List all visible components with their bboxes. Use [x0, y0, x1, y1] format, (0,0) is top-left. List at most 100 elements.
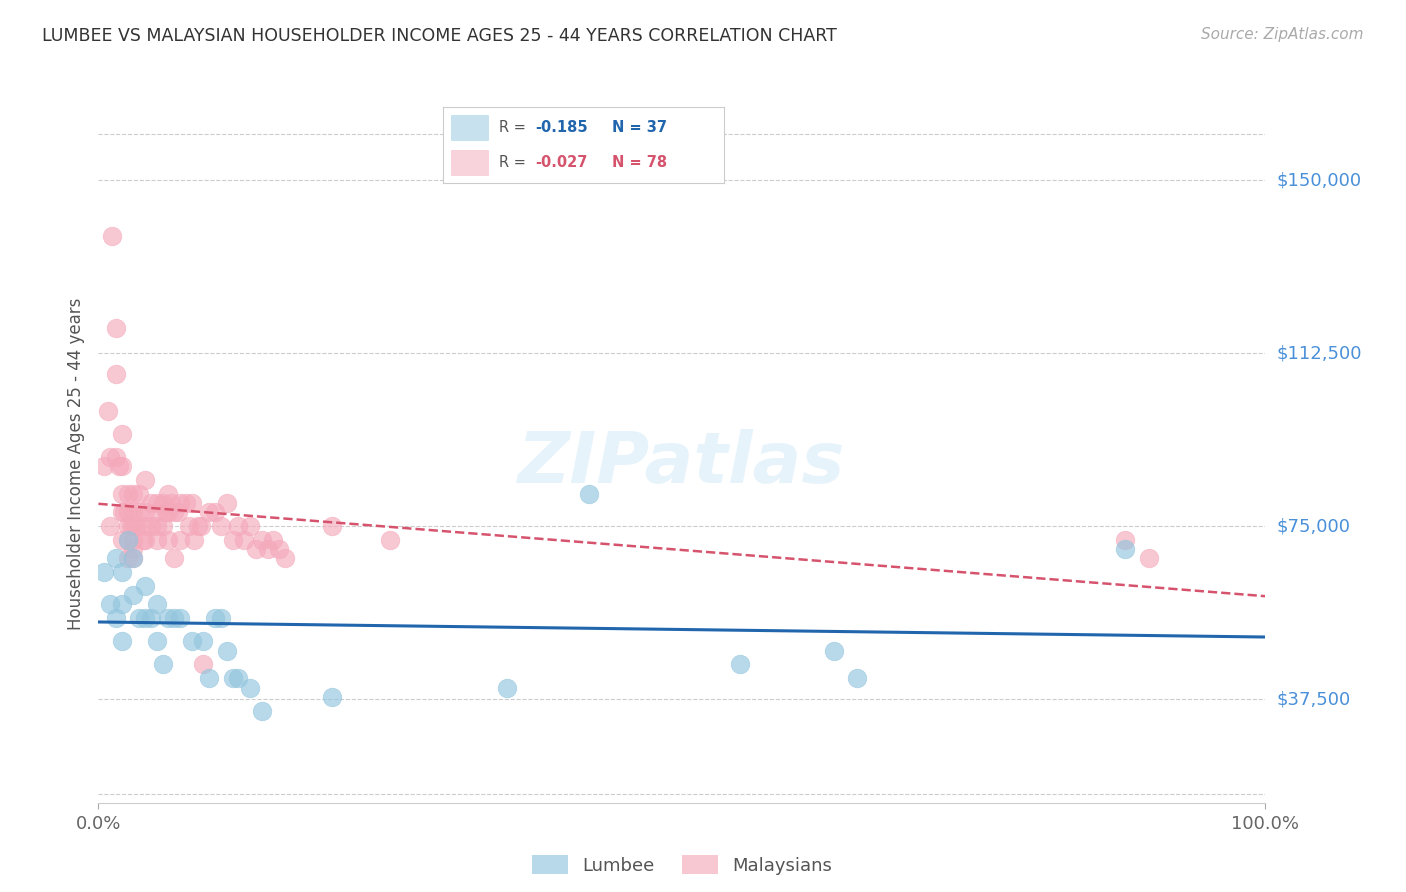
Text: Source: ZipAtlas.com: Source: ZipAtlas.com [1201, 27, 1364, 42]
Point [239, 519, 262, 533]
Text: $150,000: $150,000 [1277, 171, 1361, 189]
Legend: Lumbee, Malaysians: Lumbee, Malaysians [524, 848, 839, 882]
Point [128, 611, 150, 625]
Point [122, 551, 145, 566]
Point [169, 533, 191, 547]
Point [104, 450, 127, 464]
Point [111, 634, 134, 648]
Point [179, 519, 201, 533]
Point [262, 533, 284, 547]
Point [245, 542, 267, 557]
Text: ZIPatlas: ZIPatlas [519, 429, 845, 499]
Point [221, 533, 243, 547]
Point [155, 505, 177, 519]
Point [111, 505, 134, 519]
Point [193, 634, 215, 648]
Point [1114, 542, 1136, 557]
Point [122, 588, 145, 602]
Point [128, 505, 150, 519]
Point [174, 496, 197, 510]
Point [823, 643, 845, 657]
Point [134, 473, 156, 487]
Point [250, 533, 273, 547]
Point [157, 487, 180, 501]
Text: $112,500: $112,500 [1277, 344, 1362, 362]
Point [193, 657, 215, 672]
Point [169, 611, 191, 625]
Text: R =: R = [499, 120, 526, 135]
Point [97, 404, 120, 418]
Point [845, 671, 868, 685]
Point [104, 320, 127, 334]
Point [180, 634, 202, 648]
Point [134, 505, 156, 519]
Point [269, 542, 291, 557]
Point [152, 519, 174, 533]
Point [228, 519, 250, 533]
Point [157, 505, 180, 519]
Point [117, 533, 139, 547]
Point [215, 496, 238, 510]
Point [139, 519, 162, 533]
Point [104, 367, 127, 381]
Point [122, 487, 145, 501]
Point [256, 542, 278, 557]
Point [128, 487, 150, 501]
Point [233, 533, 256, 547]
Point [93, 459, 115, 474]
Point [209, 611, 232, 625]
Point [163, 611, 186, 625]
Point [125, 519, 148, 533]
Point [132, 533, 155, 547]
Point [221, 671, 243, 685]
Point [250, 704, 273, 718]
Point [578, 487, 600, 501]
Point [152, 657, 174, 672]
Point [146, 598, 169, 612]
Point [198, 671, 221, 685]
Point [111, 533, 134, 547]
Point [134, 611, 156, 625]
Point [111, 565, 134, 579]
Point [93, 565, 115, 579]
Point [159, 496, 181, 510]
Point [146, 519, 169, 533]
Point [120, 519, 142, 533]
Point [117, 533, 139, 547]
Point [198, 505, 221, 519]
FancyBboxPatch shape [451, 150, 488, 175]
Point [146, 533, 169, 547]
Point [146, 505, 169, 519]
Text: N = 37: N = 37 [612, 120, 666, 135]
Point [139, 611, 162, 625]
Point [117, 505, 139, 519]
Text: N = 78: N = 78 [612, 155, 666, 169]
FancyBboxPatch shape [451, 114, 488, 140]
Point [108, 459, 131, 474]
Point [183, 533, 205, 547]
Point [152, 496, 174, 510]
Text: -0.185: -0.185 [536, 120, 588, 135]
Point [187, 519, 209, 533]
Point [122, 533, 145, 547]
Point [122, 542, 145, 557]
Point [169, 496, 191, 510]
Point [730, 657, 752, 672]
Point [98, 598, 121, 612]
Point [134, 579, 156, 593]
Point [209, 519, 232, 533]
Point [112, 505, 135, 519]
Point [104, 551, 127, 566]
Point [215, 643, 238, 657]
Point [122, 505, 145, 519]
Point [204, 611, 226, 625]
Point [122, 551, 145, 566]
Point [146, 496, 169, 510]
Point [378, 533, 402, 547]
Point [104, 611, 127, 625]
Point [239, 681, 262, 695]
Point [157, 611, 180, 625]
Point [101, 228, 124, 243]
Point [146, 634, 169, 648]
Point [204, 505, 226, 519]
